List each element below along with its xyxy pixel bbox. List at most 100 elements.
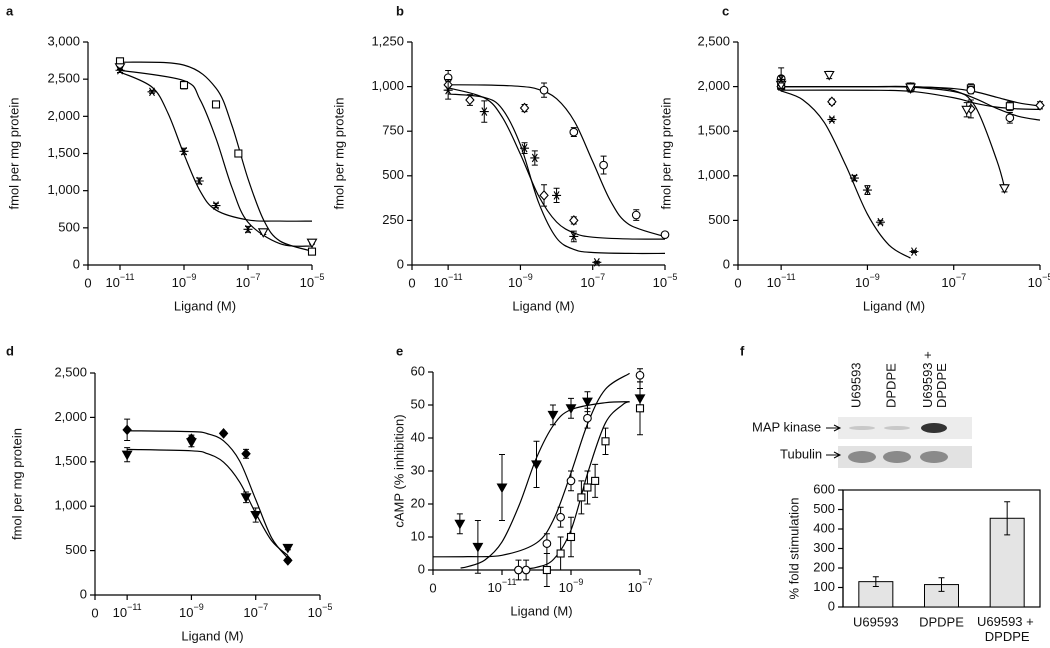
x-tick-label: 10−9 — [855, 272, 880, 290]
blot-band — [848, 451, 876, 463]
fit-curve — [119, 71, 313, 222]
text-part: 10 — [628, 580, 642, 595]
marker — [905, 83, 917, 94]
marker — [582, 397, 593, 408]
marker — [547, 410, 559, 421]
y-tick-label: 100 — [813, 579, 835, 594]
x-tick-label: 10−9 — [559, 577, 584, 595]
marker — [556, 549, 565, 558]
text-part: DPDPE — [985, 629, 1030, 644]
text-part: −11 — [502, 577, 517, 587]
text-part: −7 — [258, 602, 268, 612]
x-tick-label: U69593 — [853, 614, 899, 629]
x-axis-label: Ligand (M) — [512, 298, 574, 313]
y-axis-label: fmol per mg protein — [9, 428, 24, 540]
y-tick-label: 1,000 — [54, 498, 87, 513]
marker — [827, 115, 837, 124]
text-part: 10 — [653, 275, 667, 290]
marker — [472, 542, 484, 553]
y-tick-label: 500 — [708, 212, 730, 227]
text-part: −9 — [523, 272, 533, 282]
marker — [875, 217, 885, 227]
y-tick-label: 300 — [813, 540, 835, 555]
lane-label: DPDPE — [883, 363, 898, 408]
y-tick-label: 2,500 — [54, 364, 87, 379]
y-tick-label: 1,500 — [47, 145, 80, 160]
marker — [250, 511, 262, 521]
marker — [966, 85, 976, 95]
y-tick-label: 1,000 — [47, 182, 80, 197]
text-part: 10 — [434, 275, 448, 290]
panel-label: d — [6, 343, 14, 358]
y-tick-label: 0 — [80, 586, 87, 601]
marker — [521, 565, 531, 575]
fit-curve — [781, 89, 1041, 111]
marker — [1005, 113, 1015, 123]
text-part: 10 — [172, 275, 186, 290]
marker — [257, 228, 269, 238]
marker — [577, 493, 586, 502]
text-part: 10 — [236, 275, 250, 290]
blot-band — [921, 423, 947, 433]
x-tick-label: 10−11 — [487, 577, 516, 595]
text-part: 10 — [179, 605, 193, 620]
marker — [909, 247, 919, 256]
text-part: 10 — [105, 275, 119, 290]
marker — [241, 448, 251, 460]
fit-curve — [119, 61, 313, 252]
y-tick-label: 2,000 — [47, 108, 80, 123]
text-part: 10 — [1028, 275, 1042, 290]
y-tick-label: 0 — [397, 256, 404, 271]
x-tick-label: 10−11 — [767, 272, 796, 290]
x-tick-label: 10−7 — [236, 272, 261, 290]
x-tick-label: 10−9 — [508, 272, 533, 290]
text-part: −5 — [667, 272, 677, 282]
x-tick-label: 10−9 — [172, 272, 197, 290]
marker — [1005, 102, 1014, 111]
marker — [283, 555, 293, 566]
text-part: −5 — [314, 272, 324, 282]
marker — [194, 176, 204, 186]
y-axis-label: fmol per mg protein — [6, 98, 21, 210]
arrow — [826, 451, 842, 459]
marker — [179, 146, 189, 156]
marker — [542, 539, 552, 548]
text-part: −11 — [120, 272, 135, 282]
x-tick-label: 10−11 — [434, 272, 463, 290]
fit-curve — [448, 93, 666, 255]
x-tick-label: 10−5 — [653, 272, 678, 290]
marker — [552, 191, 562, 200]
x-tick-label: 10−7 — [628, 577, 653, 595]
y-axis-label: % fold stimulation — [786, 498, 801, 600]
marker — [823, 70, 835, 81]
y-tick-label: 750 — [382, 123, 404, 138]
panel-label: c — [722, 3, 729, 18]
marker — [121, 450, 133, 461]
marker — [862, 185, 872, 195]
text-part: 10 — [855, 275, 869, 290]
text-part: −5 — [1042, 272, 1050, 282]
marker — [479, 107, 489, 116]
x-tick-label: 10−5 — [1028, 272, 1050, 290]
text-part: −11 — [127, 602, 142, 612]
text-part: 10 — [243, 605, 257, 620]
error-bar — [938, 577, 945, 592]
text-part: −9 — [194, 602, 204, 612]
y-tick-label: 60 — [411, 363, 425, 378]
marker — [122, 424, 132, 436]
marker — [307, 247, 317, 256]
y-tick-label: 500 — [65, 542, 87, 557]
blot-band — [883, 451, 911, 463]
text-part: −7 — [956, 272, 966, 282]
lane-label: U69593 + DPDPE — [920, 348, 949, 408]
y-tick-label: 20 — [411, 495, 425, 510]
text-part: 10 — [767, 275, 781, 290]
marker — [565, 404, 577, 414]
marker — [569, 232, 579, 241]
marker — [282, 543, 294, 554]
marker — [211, 100, 221, 109]
marker — [635, 370, 645, 380]
y-tick-label: 600 — [813, 481, 835, 496]
